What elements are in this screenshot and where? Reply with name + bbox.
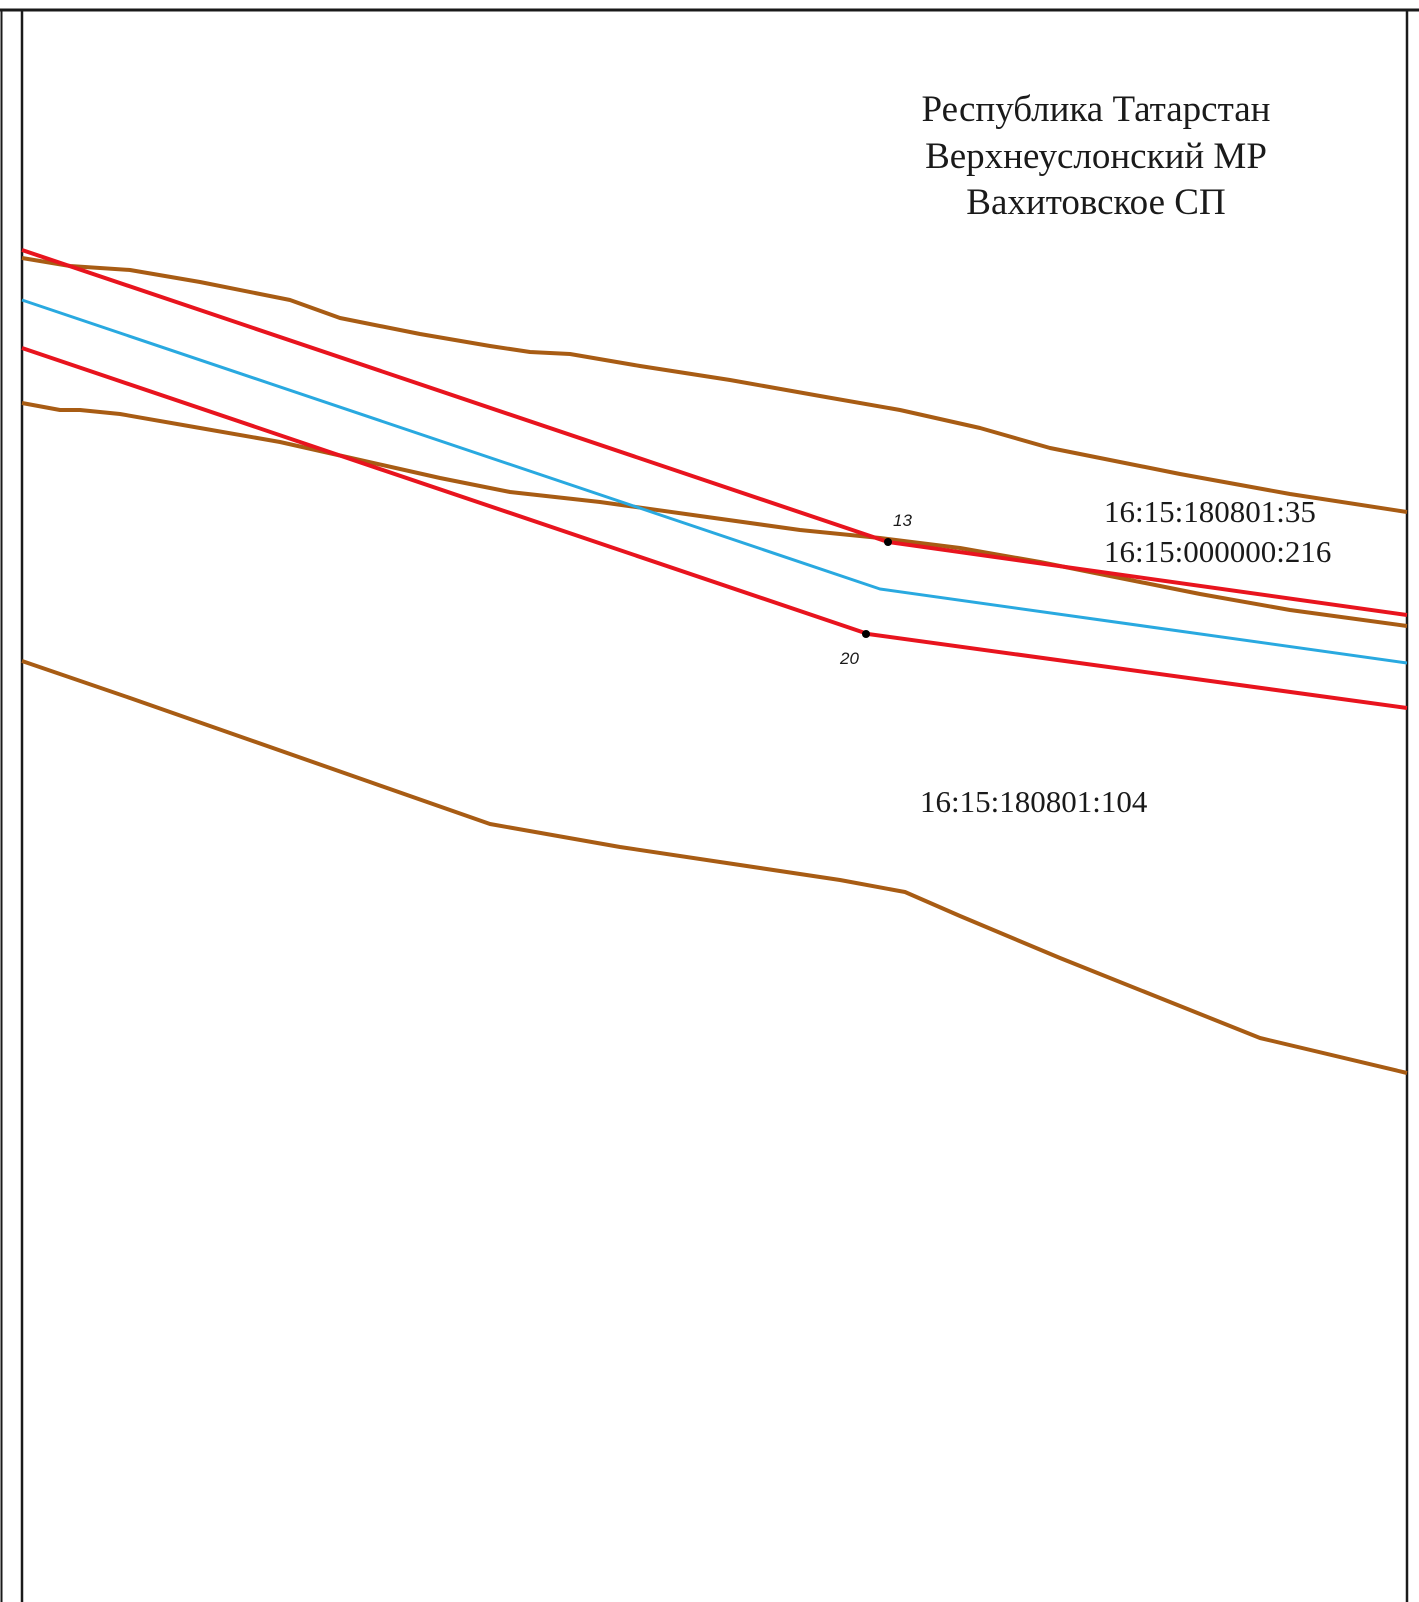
turning-point-13 xyxy=(884,538,892,546)
parcel-boundary-middle xyxy=(21,401,1408,628)
point-label-20: 20 xyxy=(839,649,859,668)
parcel-label-north: 16:15:180801:35 xyxy=(1104,494,1316,529)
point-label-13: 13 xyxy=(893,511,912,530)
region-title-line-2: Верхнеуслонский МР xyxy=(925,136,1267,177)
parcel-boundary-upper xyxy=(21,256,1408,514)
region-title-line-3: Вахитовское СП xyxy=(966,182,1225,223)
turning-point-20 xyxy=(862,630,870,638)
region-title-line-1: Республика Татарстан xyxy=(922,89,1271,130)
parcel-label-south: 16:15:180801:104 xyxy=(920,784,1148,819)
parcel-label-road: 16:15:000000:216 xyxy=(1104,534,1331,569)
parcel-boundary-lower xyxy=(21,659,1408,1075)
road-axis-line xyxy=(21,298,1408,665)
